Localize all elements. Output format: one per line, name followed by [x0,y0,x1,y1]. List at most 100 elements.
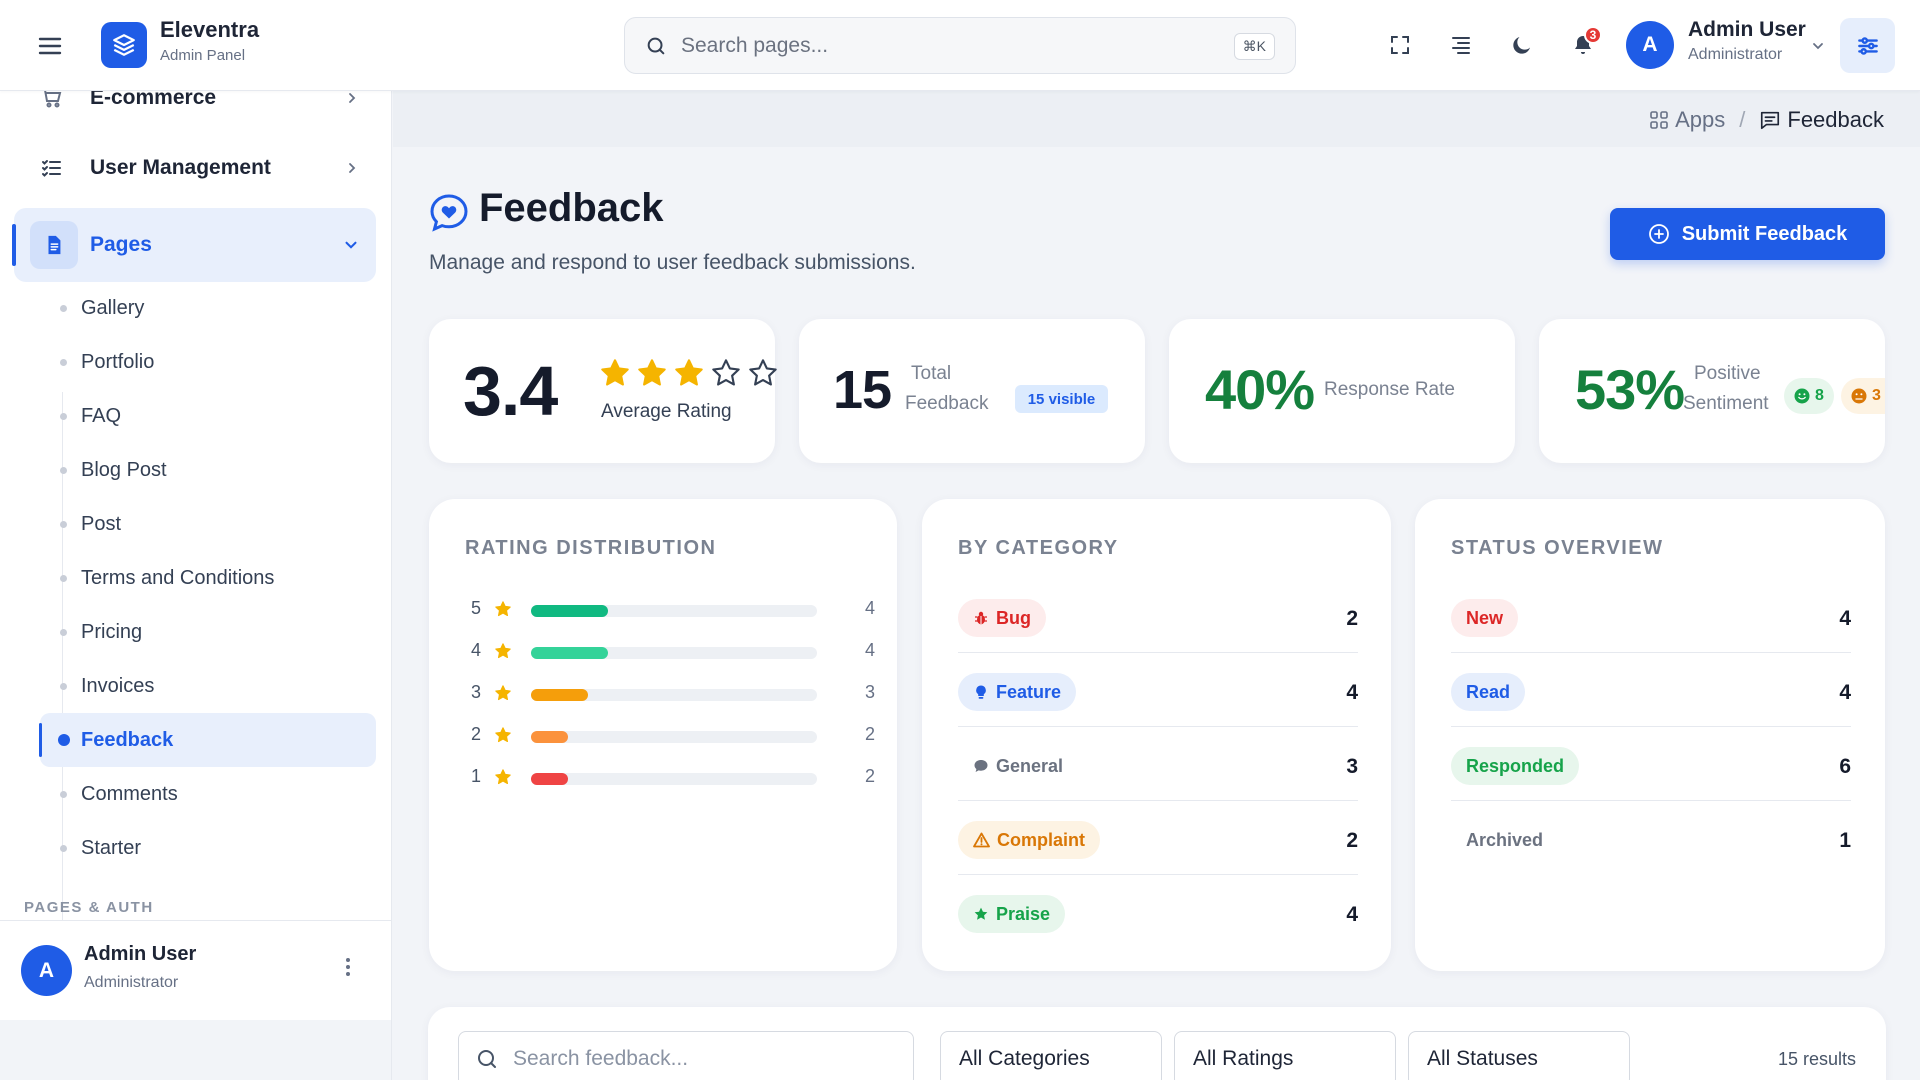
negative-sentiment-badge: 3 [1841,378,1885,414]
status-badge: Responded [1451,747,1580,785]
global-search-input[interactable] [681,33,1201,58]
status-badge: Complaint [958,821,1100,859]
row-count: 4 [1346,681,1358,704]
search-icon [645,35,667,57]
sidebar-item-user-management[interactable]: User Management [14,131,376,205]
badge-label: Feature [996,681,1062,702]
sidebar-subitem-portfolio[interactable]: Portfolio [40,335,376,389]
category-filter-select[interactable]: All Categories [940,1031,1162,1080]
feedback-heart-chat-icon [428,192,470,234]
sidebar-bottom-area [0,1020,391,1080]
user-role: Administrator [1688,46,1783,63]
breadcrumb-link-apps[interactable]: Apps [1675,107,1726,132]
bullet-dot [60,574,67,582]
plus-circle-icon [1648,223,1670,245]
bullet-dot [60,358,67,366]
list-item[interactable]: Bug 2 [958,579,1358,653]
rating-bar-fill [531,647,608,659]
avatar[interactable]: A [21,945,72,996]
feedback-search-input[interactable] [513,1047,893,1071]
list-item[interactable]: Complaint 2 [958,801,1358,875]
sidebar-subitem-invoices[interactable]: Invoices [40,659,376,713]
list-item[interactable]: New 4 [1451,579,1851,653]
status-filter-select[interactable]: All Statuses [1408,1031,1630,1080]
global-search[interactable]: ⌘K [624,17,1296,74]
bullet-dot [60,790,67,798]
sidebar: E-commerce User Management Pages Gallery… [0,91,392,1080]
rating-bar-track [531,773,817,785]
total-feedback-card: 15 Total Feedback 15 visible [799,319,1145,463]
submit-feedback-button[interactable]: Submit Feedback [1610,208,1885,260]
sidebar-subitem-label: Gallery [81,296,145,319]
badge-label: Bug [996,607,1031,628]
fullscreen-icon[interactable] [1385,30,1415,60]
star-icon [494,726,512,744]
rating-count: 2 [864,724,875,744]
sidebar-subitem-starter[interactable]: Starter [40,821,376,875]
sidebar-subitem-gallery[interactable]: Gallery [40,281,376,335]
sidebar-subitem-terms[interactable]: Terms and Conditions [40,551,376,605]
rating-count: 4 [864,640,875,660]
list-item[interactable]: General 3 [958,727,1358,801]
status-badge: General [958,747,1078,785]
rating-stars [599,357,779,389]
avatar[interactable]: A [1626,21,1674,69]
sentiment-card: 53% Positive Sentiment 8 3 [1539,319,1885,463]
notifications-bell-icon[interactable]: 3 [1568,26,1602,60]
row-count: 2 [1346,607,1358,630]
align-right-icon[interactable] [1446,30,1476,60]
status-badge: Feature [958,673,1077,711]
menu-toggle-icon[interactable] [36,32,64,60]
sidebar-subitem-feedback[interactable]: Feedback [39,713,376,767]
submit-feedback-label: Submit Feedback [1681,222,1848,245]
rating-stars-label: 4 [471,640,482,660]
star-icon [494,684,512,702]
rating-count: 4 [864,598,875,618]
brand-logo[interactable] [101,22,147,68]
user-menu[interactable]: Admin User Administrator [1688,18,1806,64]
sidebar-subitem-blog-post[interactable]: Blog Post [40,443,376,497]
status-badge: New [1451,599,1519,637]
more-options-icon[interactable] [338,955,358,979]
sidebar-item-pages[interactable]: Pages [12,208,376,282]
sidebar-subitem-pricing[interactable]: Pricing [40,605,376,659]
sidebar-user-footer: A Admin User Administrator [0,920,391,1020]
star-icon [494,600,512,618]
list-item[interactable]: Praise 4 [958,875,1358,949]
sidebar-subitem-faq[interactable]: FAQ [40,389,376,443]
sidebar-item-ecommerce[interactable]: E-commerce [14,91,376,135]
badge-label: New [1466,607,1504,628]
sidebar-subitem-label: Invoices [81,674,155,697]
badge-label: Responded [1466,755,1565,776]
feedback-search[interactable] [458,1031,914,1080]
sidebar-subitem-comments[interactable]: Comments [40,767,376,821]
star-filled-icon [673,357,705,389]
dark-mode-icon[interactable] [1507,30,1537,60]
by-category-panel: BY CATEGORY Bug 2 Feature 4 General 3 Complain… [922,499,1391,971]
sidebar-item-label: User Management [90,156,271,179]
average-rating-value: 3.4 [463,352,558,430]
total-feedback-label-line1: Total [911,363,952,384]
bullet-dot [60,304,67,312]
list-item[interactable]: Read 4 [1451,653,1851,727]
results-count: 15 results [1777,1049,1856,1069]
list-item[interactable]: Responded 6 [1451,727,1851,801]
list-item[interactable]: Feature 4 [958,653,1358,727]
rating-filter-select[interactable]: All Ratings [1174,1031,1396,1080]
settings-sliders-icon[interactable] [1840,18,1895,73]
bullet-dot [60,844,67,852]
list-item[interactable]: Archived 1 [1451,801,1851,875]
frown-icon [1851,388,1867,404]
chevron-down-icon[interactable] [1810,38,1826,54]
brand-subtitle: Admin Panel [160,47,246,64]
breadcrumb: Apps / Feedback [1649,107,1884,133]
bullet-dot [60,682,67,690]
average-rating-card: 3.4 Average Rating [429,319,777,463]
star-empty-icon [747,357,779,389]
sidebar-subitem-post[interactable]: Post [40,497,376,551]
status-overview-panel: STATUS OVERVIEW New 4 Read 4 Responded 6 Archi… [1415,499,1885,971]
status-badge: Bug [958,599,1046,637]
sentiment-value: 53% [1575,358,1685,421]
